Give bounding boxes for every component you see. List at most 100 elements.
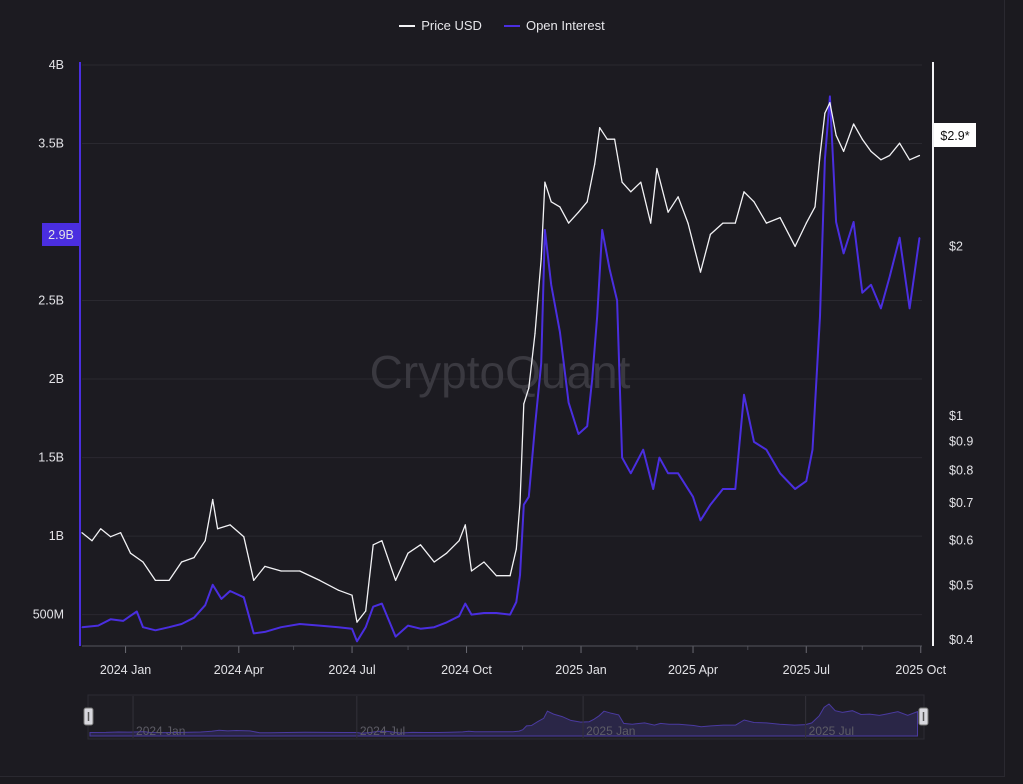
price-usd-point [243, 536, 245, 538]
price-usd-point [814, 206, 816, 208]
open-interest-point [372, 606, 374, 608]
open-interest-point [616, 299, 618, 302]
open-interest-point [843, 252, 845, 254]
navigator-handle-left[interactable] [83, 707, 94, 726]
price-usd-point [534, 333, 536, 335]
open-interest-point [280, 626, 282, 628]
price-usd-point [765, 222, 768, 224]
navigator-handle-right[interactable] [918, 707, 929, 726]
open-interest-point [264, 631, 266, 633]
price-usd-point [880, 159, 882, 161]
open-interest-point [181, 623, 183, 625]
price-usd-point [483, 561, 485, 563]
price-usd-point [630, 191, 632, 193]
price-usd-point [212, 498, 214, 501]
price-usd-point [614, 138, 616, 140]
legend-label-open-interest: Open Interest [525, 18, 605, 33]
y-left-tick-label: 2B [49, 372, 64, 386]
open-interest-point [550, 284, 552, 286]
price-usd-point [544, 181, 546, 183]
open-interest-point [168, 626, 170, 628]
price-usd-point [550, 201, 552, 203]
price-usd-point [470, 570, 473, 572]
price-usd-point [594, 163, 596, 165]
price-usd-point [606, 138, 608, 140]
price-usd-point [667, 211, 669, 213]
y-right-tick-label: $0.5 [949, 578, 973, 592]
price-usd-point [861, 138, 863, 140]
open-interest-point [699, 519, 702, 522]
x-tick-label: 2024 Oct [441, 663, 492, 677]
price-usd-point [835, 134, 837, 136]
y-right-tick-label: $2 [949, 239, 963, 253]
open-interest-point [365, 626, 367, 628]
open-interest-point [458, 615, 460, 617]
x-tick-label: 2025 Apr [668, 663, 718, 677]
price-usd-point [709, 233, 712, 235]
open-interest-point [154, 629, 156, 631]
open-interest-point [899, 237, 901, 239]
price-usd-point [264, 565, 266, 568]
open-interest-point [765, 449, 768, 451]
x-tick-label: 2025 Oct [895, 663, 946, 677]
y-left-tick-label: 1B [49, 529, 64, 543]
open-interest-point [667, 472, 669, 474]
open-interest-point [212, 584, 214, 586]
price-usd-point [515, 548, 517, 550]
x-tick-label: 2024 Jul [328, 663, 375, 677]
range-navigator[interactable]: 2024 Jan 2024 Jul 2025 Jan 2025 Jul [83, 694, 929, 740]
open-interest-point [853, 221, 855, 223]
open-interest-point [220, 598, 222, 600]
open-interest-point [534, 425, 536, 427]
y-right-tick-label: $0.7 [949, 496, 973, 510]
price-usd-point [168, 579, 170, 582]
price-usd-point [372, 544, 374, 546]
price-usd-point [120, 532, 122, 534]
price-usd-point [899, 142, 901, 144]
open-interest-point [243, 596, 245, 598]
y-left-tick-label: 500M [33, 608, 64, 622]
open-interest-point [568, 402, 570, 404]
price-usd-point [129, 552, 132, 554]
price-usd-point [656, 167, 658, 170]
y-left-tick-label: 1.5B [38, 451, 64, 465]
price-usd-point [829, 102, 831, 104]
price-usd-point [779, 217, 781, 219]
price-usd-point [599, 127, 601, 129]
open-interest-point [753, 441, 755, 443]
left-value-badge-text: 2.9B [48, 228, 74, 242]
price-usd-point [509, 575, 511, 577]
price-usd-point [870, 150, 872, 152]
legend-item-open-interest[interactable]: Open Interest [503, 18, 605, 33]
open-interest-line [81, 95, 921, 643]
open-interest-point [709, 504, 712, 506]
legend-item-price[interactable]: Price USD [399, 18, 482, 33]
open-interest-point [299, 623, 301, 625]
open-interest-point [805, 480, 807, 482]
price-usd-point [319, 579, 321, 582]
open-interest-point [483, 612, 485, 614]
open-interest-point [419, 628, 422, 630]
price-usd-point [568, 222, 570, 224]
open-interest-point [446, 621, 448, 624]
open-interest-point [722, 488, 724, 490]
y-left-tick-label: 2.5B [38, 294, 64, 308]
open-interest-point [819, 315, 821, 317]
price-usd-point [91, 540, 93, 542]
open-interest-point [779, 472, 781, 474]
axes-group: 500M 1B 1.5B 2B 2.5B 3.5B 4B $0.4 $0.5 $0.6 $0.7 $0… [33, 58, 974, 677]
open-interest-point [577, 433, 580, 435]
price-usd-point [365, 610, 367, 612]
open-interest-point [829, 95, 831, 97]
open-interest-point [523, 504, 525, 506]
price-usd-point [337, 589, 339, 591]
open-interest-point [743, 394, 745, 396]
price-usd-point [495, 575, 497, 577]
open-interest-point [351, 628, 353, 630]
navigator-series [89, 703, 918, 737]
open-interest-point [519, 574, 521, 576]
open-interest-point [110, 618, 112, 620]
x-tick-label: 2025 Jul [783, 663, 830, 677]
open-interest-point [528, 496, 530, 498]
price-usd-point [523, 403, 525, 405]
